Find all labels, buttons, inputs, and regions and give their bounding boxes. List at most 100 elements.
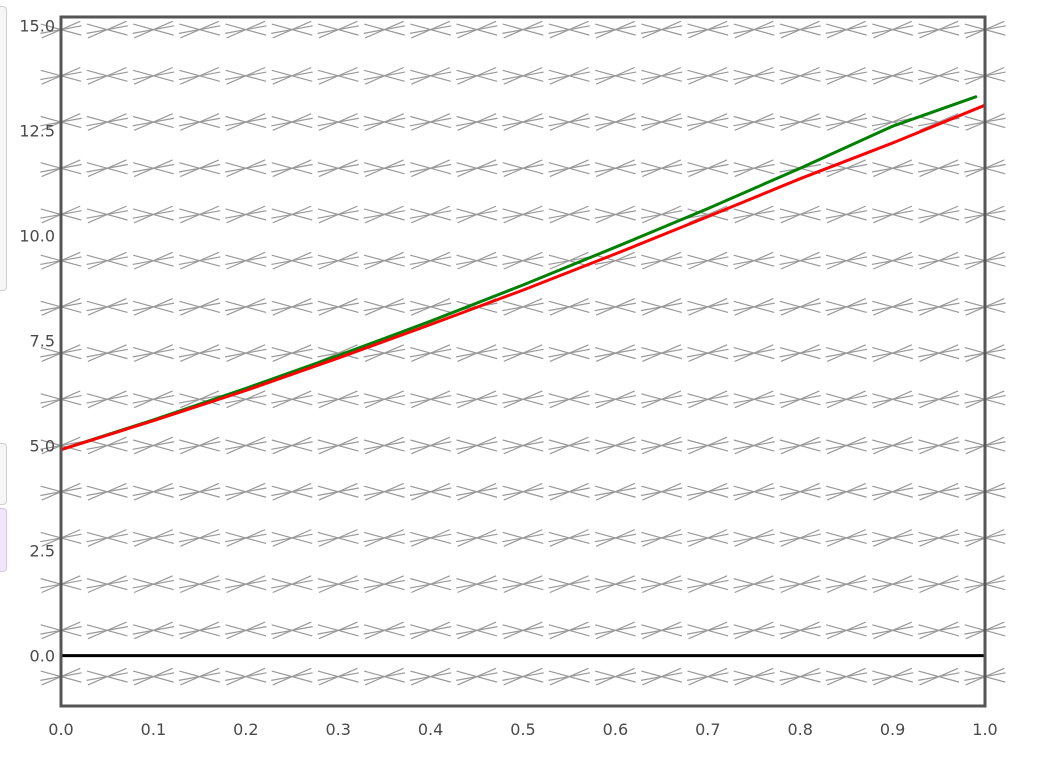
slope-segment <box>225 115 267 129</box>
slope-segment <box>918 531 960 545</box>
slope-segment <box>733 254 775 267</box>
slope-segment <box>410 300 452 313</box>
slope-segment <box>410 162 452 175</box>
slope-segment <box>733 439 775 452</box>
slope-segment <box>825 485 867 498</box>
slope-segment <box>317 670 359 683</box>
slope-segment <box>456 346 498 360</box>
slope-segment <box>363 254 405 267</box>
slope-segment <box>271 485 313 498</box>
slope-segment <box>271 23 313 36</box>
slope-segment <box>132 69 174 82</box>
slope-segment <box>363 485 405 498</box>
series-line-1 <box>59 95 978 452</box>
slope-segment <box>86 162 128 175</box>
slope-segment <box>548 208 590 221</box>
slope-segment <box>271 578 313 591</box>
slope-segment <box>594 208 636 221</box>
slope-segment <box>687 115 729 129</box>
slope-segment <box>548 162 590 175</box>
slope-segment <box>410 69 452 82</box>
slope-segment <box>779 624 821 637</box>
side-panel-tab-3[interactable] <box>0 508 7 572</box>
slope-segment <box>825 393 867 406</box>
slope-segment <box>363 300 405 313</box>
slope-segment <box>502 162 544 175</box>
slope-segment <box>86 624 128 637</box>
slope-segment <box>363 670 405 683</box>
slope-segment <box>363 346 405 360</box>
slope-segment <box>779 485 821 498</box>
slope-segment <box>687 346 729 360</box>
slope-segment <box>317 531 359 545</box>
slope-segment <box>179 624 221 637</box>
slope-segment <box>132 485 174 498</box>
slope-segment <box>918 578 960 591</box>
x-tick-label: 0.5 <box>510 720 535 739</box>
slope-segment <box>687 485 729 498</box>
slope-segment <box>179 208 221 221</box>
slope-segment <box>502 69 544 82</box>
slope-segment <box>456 208 498 221</box>
slope-segment <box>872 670 914 683</box>
slope-segment <box>594 300 636 313</box>
slope-segment <box>271 439 313 452</box>
slope-segment <box>179 346 221 360</box>
series-line-2 <box>59 103 987 452</box>
slope-segment <box>687 23 729 36</box>
slope-segment <box>225 208 267 221</box>
slope-segment <box>86 670 128 683</box>
slope-segment <box>548 485 590 498</box>
slope-segment <box>779 300 821 313</box>
slope-segment <box>733 670 775 683</box>
slope-segment <box>363 439 405 452</box>
slope-segment <box>733 300 775 313</box>
slope-segment <box>502 300 544 313</box>
slope-segment <box>641 439 683 452</box>
slope-segment <box>779 69 821 82</box>
slope-segment <box>410 23 452 36</box>
slope-segment <box>179 393 221 406</box>
slope-segment <box>132 300 174 313</box>
slope-segment <box>225 23 267 36</box>
slope-segment <box>410 439 452 452</box>
slope-segment <box>918 346 960 360</box>
slope-segment <box>179 439 221 452</box>
slope-segment <box>132 670 174 683</box>
slope-segment <box>132 624 174 637</box>
side-panel-tab-2[interactable] <box>0 443 7 505</box>
slope-segment <box>132 208 174 221</box>
side-panel-tab-1[interactable] <box>0 6 7 291</box>
slope-segment <box>225 69 267 82</box>
slope-segment <box>317 115 359 129</box>
slope-segment <box>641 300 683 313</box>
slope-segment <box>456 393 498 406</box>
y-axis-ticks: 0.0 2.5 5.0 7.5 10.0 12.5 15.0 <box>19 16 55 665</box>
slope-segment <box>132 578 174 591</box>
slope-segment <box>271 254 313 267</box>
slope-segment <box>363 162 405 175</box>
slope-segment <box>825 208 867 221</box>
slope-segment <box>86 485 128 498</box>
slope-segment <box>872 115 914 129</box>
slope-segment <box>86 208 128 221</box>
slope-segment <box>594 346 636 360</box>
slope-segment <box>687 624 729 637</box>
slope-segment <box>502 578 544 591</box>
x-tick-label: 0.8 <box>787 720 812 739</box>
x-tick-label: 0.3 <box>325 720 350 739</box>
slope-segment <box>825 346 867 360</box>
slope-segment <box>317 439 359 452</box>
slope-segment <box>317 624 359 637</box>
slope-segment <box>641 624 683 637</box>
slope-segment <box>86 23 128 36</box>
slope-segment <box>872 69 914 82</box>
x-tick-label: 0.7 <box>695 720 720 739</box>
slope-segment <box>594 531 636 545</box>
slope-segment <box>548 300 590 313</box>
slope-segment <box>225 346 267 360</box>
slope-segment <box>779 346 821 360</box>
x-tick-label: 1.0 <box>972 720 997 739</box>
slope-segment <box>918 208 960 221</box>
slope-segment <box>86 115 128 129</box>
